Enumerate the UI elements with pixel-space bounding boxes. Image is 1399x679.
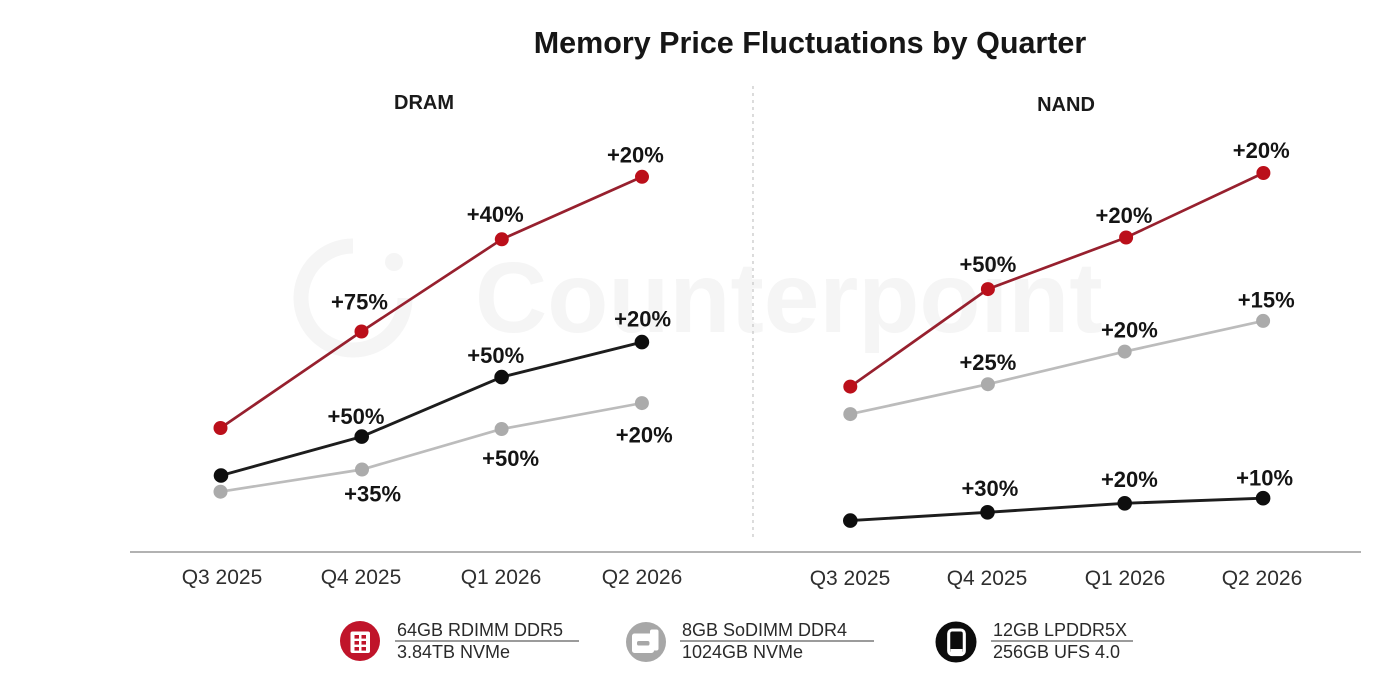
svg-text:Memory Price Fluctuations by Q: Memory Price Fluctuations by Quarter (534, 26, 1087, 60)
svg-text:+20%: +20% (1101, 318, 1158, 343)
svg-text:NAND: NAND (1037, 94, 1095, 116)
svg-text:+20%: +20% (607, 142, 664, 167)
svg-text:Q4 2025: Q4 2025 (321, 566, 402, 589)
svg-text:Q2 2026: Q2 2026 (1222, 567, 1303, 590)
svg-text:DRAM: DRAM (394, 92, 454, 114)
svg-text:+50%: +50% (328, 404, 385, 429)
svg-text:+50%: +50% (959, 252, 1016, 277)
svg-text:+20%: +20% (1233, 138, 1290, 163)
svg-text:+20%: +20% (1096, 203, 1153, 228)
svg-text:+10%: +10% (1236, 466, 1293, 491)
svg-text:Q4 2025: Q4 2025 (947, 567, 1028, 590)
svg-text:Counterpoint: Counterpoint (475, 242, 1103, 354)
svg-text:Q2 2026: Q2 2026 (602, 566, 683, 589)
svg-text:3.84TB NVMe: 3.84TB NVMe (397, 642, 510, 662)
svg-text:8GB SoDIMM DDR4: 8GB SoDIMM DDR4 (682, 620, 847, 640)
svg-text:Q3 2025: Q3 2025 (810, 567, 891, 590)
svg-text:+20%: +20% (1101, 467, 1158, 492)
svg-text:+40%: +40% (467, 202, 524, 227)
svg-text:Q1 2026: Q1 2026 (461, 566, 542, 589)
svg-text:1024GB NVMe: 1024GB NVMe (682, 642, 803, 662)
svg-text:+35%: +35% (344, 482, 401, 507)
svg-text:12GB LPDDR5X: 12GB LPDDR5X (993, 620, 1127, 640)
svg-text:+25%: +25% (959, 350, 1016, 375)
svg-text:+15%: +15% (1238, 287, 1295, 312)
svg-text:Q3 2025: Q3 2025 (182, 566, 263, 589)
svg-text:+75%: +75% (331, 290, 388, 315)
svg-text:64GB RDIMM DDR5: 64GB RDIMM DDR5 (397, 620, 563, 640)
svg-text:+20%: +20% (616, 423, 673, 448)
svg-text:Q1 2026: Q1 2026 (1085, 567, 1166, 590)
svg-text:256GB UFS 4.0: 256GB UFS 4.0 (993, 642, 1120, 662)
svg-text:+50%: +50% (482, 446, 539, 471)
svg-text:+30%: +30% (961, 476, 1018, 501)
svg-text:+50%: +50% (467, 343, 524, 368)
svg-text:+20%: +20% (614, 307, 671, 332)
